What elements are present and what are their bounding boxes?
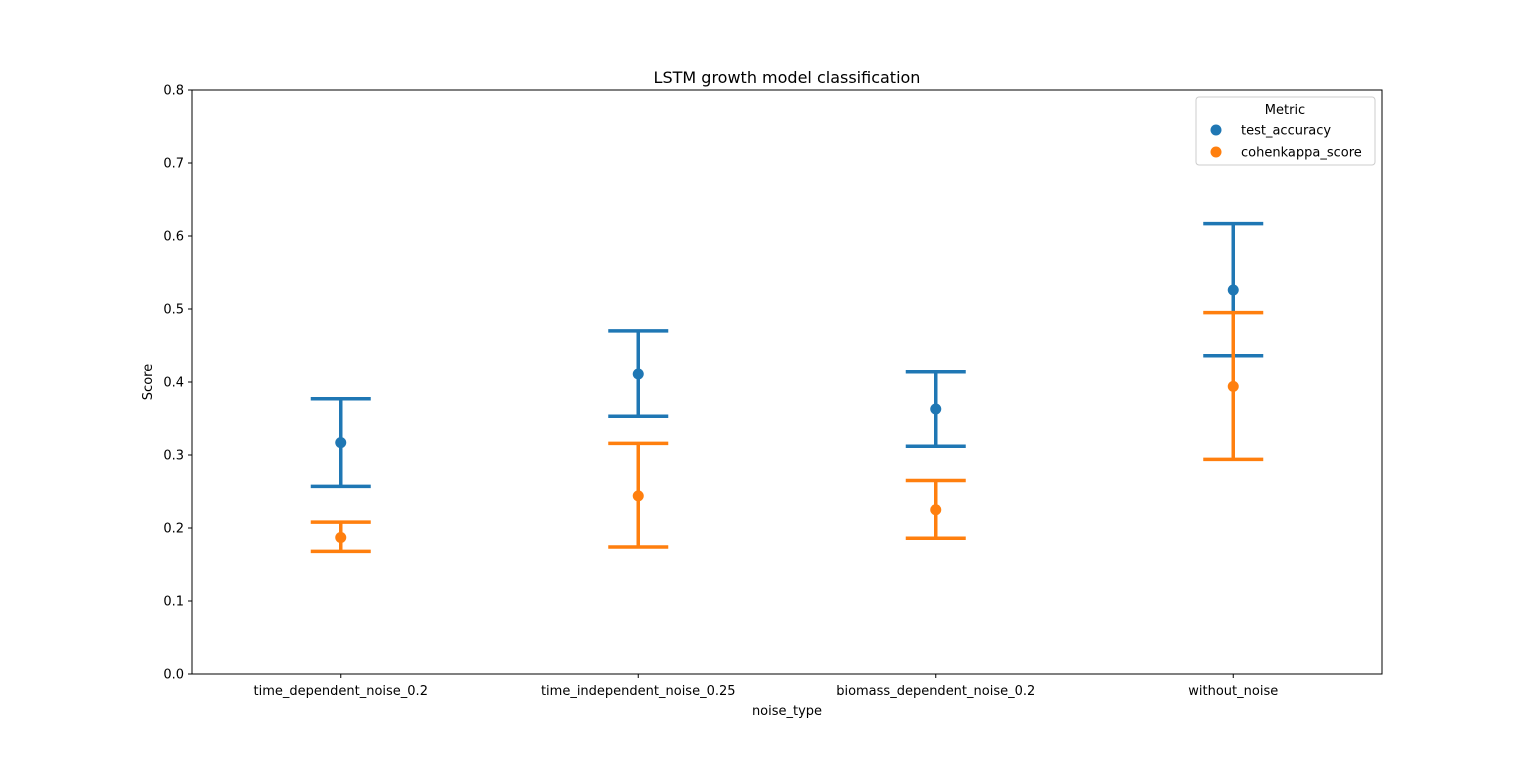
y-tick-label: 0.4 [163, 376, 184, 391]
y-tick-label: 0.8 [163, 84, 184, 99]
y-tick-label: 0.0 [163, 668, 184, 683]
data-point [930, 403, 942, 415]
series-layer [310, 221, 1264, 554]
legend-marker [1210, 124, 1222, 136]
legend-title: Metric [1265, 103, 1305, 118]
data-point [1227, 380, 1239, 392]
legend-label: test_accuracy [1241, 124, 1331, 139]
chart-title: LSTM growth model classification [654, 68, 921, 87]
x-tick-label: without_noise [1188, 684, 1278, 699]
x-tick-label: biomass_dependent_noise_0.2 [836, 684, 1035, 699]
y-axis-label: Score [141, 364, 156, 400]
data-point [632, 368, 644, 380]
data-point [632, 490, 644, 502]
x-tick-label: time_independent_noise_0.25 [541, 684, 736, 699]
plot-frame [191, 89, 1383, 675]
legend-label: cohenkappa_score [1241, 146, 1362, 161]
y-tick-label: 0.6 [163, 230, 184, 245]
y-tick-label: 0.3 [163, 449, 184, 464]
data-point [335, 437, 347, 449]
data-point [1227, 284, 1239, 296]
y-axis: 0.0 0.1 0.2 0.3 0.4 0.5 0.6 0.7 0.8 [163, 84, 192, 683]
legend: Metric test_accuracy cohenkappa_score [1195, 96, 1376, 166]
series-cohenkappa_score [310, 310, 1264, 554]
legend-marker [1210, 146, 1222, 158]
series-test_accuracy [310, 221, 1264, 489]
data-point [930, 504, 942, 516]
y-tick-label: 0.5 [163, 303, 184, 318]
x-axis-label: noise_type [752, 704, 822, 719]
legend-box [1195, 96, 1376, 166]
x-tick-label: time_dependent_noise_0.2 [254, 684, 428, 699]
y-tick-label: 0.1 [163, 595, 184, 610]
y-tick-label: 0.7 [163, 157, 184, 172]
x-axis: time_dependent_noise_0.2 time_independent… [254, 674, 1278, 699]
data-point [335, 531, 347, 543]
y-tick-label: 0.2 [163, 522, 184, 537]
